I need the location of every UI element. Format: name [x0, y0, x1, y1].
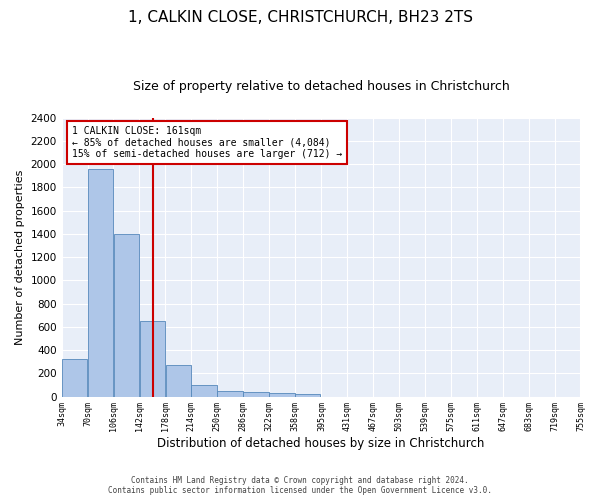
Y-axis label: Number of detached properties: Number of detached properties — [15, 170, 25, 345]
Bar — [62, 360, 88, 397]
X-axis label: Distribution of detached houses by size in Christchurch: Distribution of detached houses by size … — [157, 437, 485, 450]
Bar — [191, 385, 217, 396]
Text: Contains HM Land Registry data © Crown copyright and database right 2024.
Contai: Contains HM Land Registry data © Crown c… — [108, 476, 492, 495]
Bar — [217, 392, 243, 396]
Text: 1 CALKIN CLOSE: 161sqm
← 85% of detached houses are smaller (4,084)
15% of semi-: 1 CALKIN CLOSE: 161sqm ← 85% of detached… — [72, 126, 342, 160]
Bar — [295, 394, 320, 396]
Title: Size of property relative to detached houses in Christchurch: Size of property relative to detached ho… — [133, 80, 509, 93]
Bar — [243, 392, 269, 396]
Bar — [114, 234, 139, 396]
Bar — [269, 392, 295, 396]
Text: 1, CALKIN CLOSE, CHRISTCHURCH, BH23 2TS: 1, CALKIN CLOSE, CHRISTCHURCH, BH23 2TS — [128, 10, 473, 25]
Bar — [166, 365, 191, 396]
Bar — [140, 321, 165, 396]
Bar — [88, 169, 113, 396]
